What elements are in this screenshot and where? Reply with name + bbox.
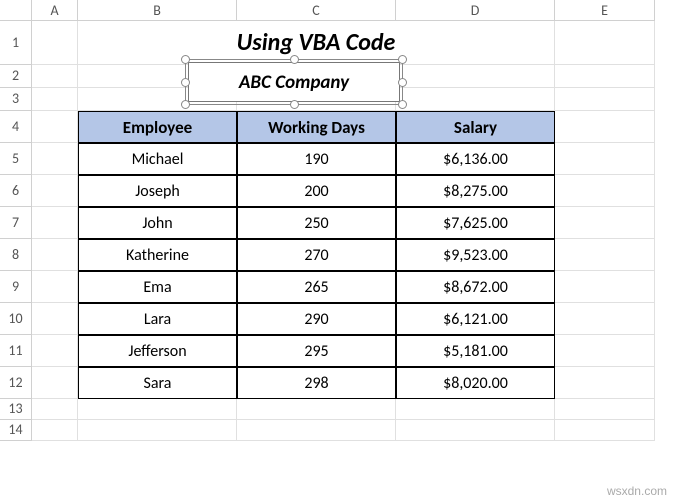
table-row[interactable]: Joseph [78,175,237,207]
row-header-1[interactable]: 1 [0,21,32,65]
cell-E2[interactable] [555,65,655,88]
cell-A6[interactable] [32,175,78,207]
th-salary[interactable]: Salary [396,111,555,143]
table-row[interactable]: Jefferson [78,335,237,367]
table-row[interactable]: $9,523.00 [396,239,555,271]
textbox-text: ABC Company [239,71,349,94]
table-row[interactable]: $6,136.00 [396,143,555,175]
row-header-2[interactable]: 2 [0,65,32,88]
table-row[interactable]: Katherine [78,239,237,271]
table-row[interactable]: 200 [237,175,396,207]
cell-E4[interactable] [555,111,655,143]
cell-D13[interactable] [396,399,555,420]
table-row[interactable]: 270 [237,239,396,271]
cell-D2[interactable] [396,65,555,88]
cell-E9[interactable] [555,271,655,303]
cell-E12[interactable] [555,367,655,399]
col-header-E[interactable]: E [555,0,655,21]
row-header-5[interactable]: 5 [0,143,32,175]
cell-E10[interactable] [555,303,655,335]
table-row[interactable]: Michael [78,143,237,175]
cell-D14[interactable] [396,420,555,441]
col-header-B[interactable]: B [78,0,237,21]
cell-A4[interactable] [32,111,78,143]
table-row[interactable]: 298 [237,367,396,399]
table-row[interactable]: $7,625.00 [396,207,555,239]
col-header-D[interactable]: D [396,0,555,21]
cell-A9[interactable] [32,271,78,303]
row-header-14[interactable]: 14 [0,420,32,441]
row-header-6[interactable]: 6 [0,175,32,207]
textbox[interactable]: ABC Company [188,62,400,102]
cell-A10[interactable] [32,303,78,335]
cell-D3[interactable] [396,88,555,111]
cell-A2[interactable] [32,65,78,88]
table-row[interactable]: John [78,207,237,239]
row-header-4[interactable]: 4 [0,111,32,143]
cell-A3[interactable] [32,88,78,111]
row-header-3[interactable]: 3 [0,88,32,111]
table-row[interactable]: $5,181.00 [396,335,555,367]
cell-E14[interactable] [555,420,655,441]
table-row[interactable]: Ema [78,271,237,303]
table-row[interactable]: Lara [78,303,237,335]
table-row[interactable]: 290 [237,303,396,335]
title-cell[interactable]: Using VBA Code [78,21,555,65]
watermark: wsxdn.com [607,484,667,498]
cell-A14[interactable] [32,420,78,441]
cell-E6[interactable] [555,175,655,207]
select-all-corner[interactable] [0,0,32,21]
cell-E8[interactable] [555,239,655,271]
table-row[interactable]: 190 [237,143,396,175]
th-employee[interactable]: Employee [78,111,237,143]
cell-A13[interactable] [32,399,78,420]
row-header-8[interactable]: 8 [0,239,32,271]
cell-C14[interactable] [237,420,396,441]
row-header-12[interactable]: 12 [0,367,32,399]
table-row[interactable]: 295 [237,335,396,367]
row-header-13[interactable]: 13 [0,399,32,420]
cell-A11[interactable] [32,335,78,367]
cell-A5[interactable] [32,143,78,175]
textbox-selected[interactable]: ABC Company [188,62,400,102]
table-row[interactable]: $8,275.00 [396,175,555,207]
table-row[interactable]: 265 [237,271,396,303]
cell-A7[interactable] [32,207,78,239]
cell-E11[interactable] [555,335,655,367]
cell-E7[interactable] [555,207,655,239]
cell-E5[interactable] [555,143,655,175]
col-header-A[interactable]: A [32,0,78,21]
cell-A12[interactable] [32,367,78,399]
row-header-10[interactable]: 10 [0,303,32,335]
th-working-days[interactable]: Working Days [237,111,396,143]
cell-C13[interactable] [237,399,396,420]
table-row[interactable]: 250 [237,207,396,239]
cell-B14[interactable] [78,420,237,441]
col-header-C[interactable]: C [237,0,396,21]
cell-E13[interactable] [555,399,655,420]
table-row[interactable]: $8,672.00 [396,271,555,303]
cell-A1[interactable] [32,21,78,65]
cell-E1[interactable] [555,21,655,65]
row-header-7[interactable]: 7 [0,207,32,239]
cell-A8[interactable] [32,239,78,271]
cell-E3[interactable] [555,88,655,111]
table-row[interactable]: Sara [78,367,237,399]
table-row[interactable]: $8,020.00 [396,367,555,399]
row-header-11[interactable]: 11 [0,335,32,367]
cell-B13[interactable] [78,399,237,420]
row-header-9[interactable]: 9 [0,271,32,303]
table-row[interactable]: $6,121.00 [396,303,555,335]
